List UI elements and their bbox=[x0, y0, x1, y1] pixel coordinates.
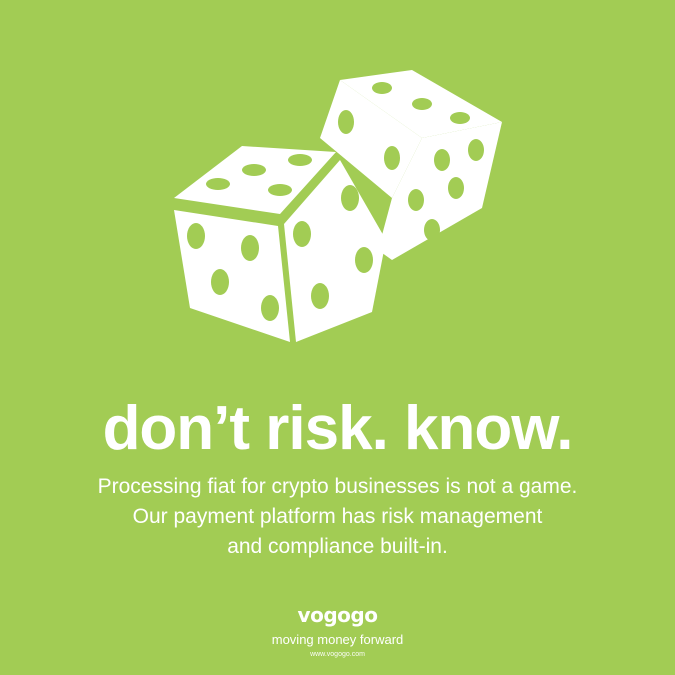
brand-block: vogogo moving money forward www.vogogo.c… bbox=[0, 604, 675, 660]
dice-icon bbox=[174, 70, 502, 342]
website-url: www.vogogo.com bbox=[310, 651, 365, 658]
body-line: Processing fiat for crypto businesses is… bbox=[97, 475, 578, 498]
body-line: and compliance built-in. bbox=[227, 535, 448, 558]
vogogo-logo: vogogo bbox=[297, 603, 378, 627]
body-copy: Processing fiat for crypto businesses is… bbox=[0, 472, 675, 562]
front-die bbox=[174, 146, 386, 342]
back-die bbox=[320, 70, 502, 260]
headline: don’t risk. know. bbox=[102, 394, 574, 463]
body-line: Our payment platform has risk management bbox=[132, 505, 543, 528]
tagline: moving money forward bbox=[271, 632, 404, 647]
